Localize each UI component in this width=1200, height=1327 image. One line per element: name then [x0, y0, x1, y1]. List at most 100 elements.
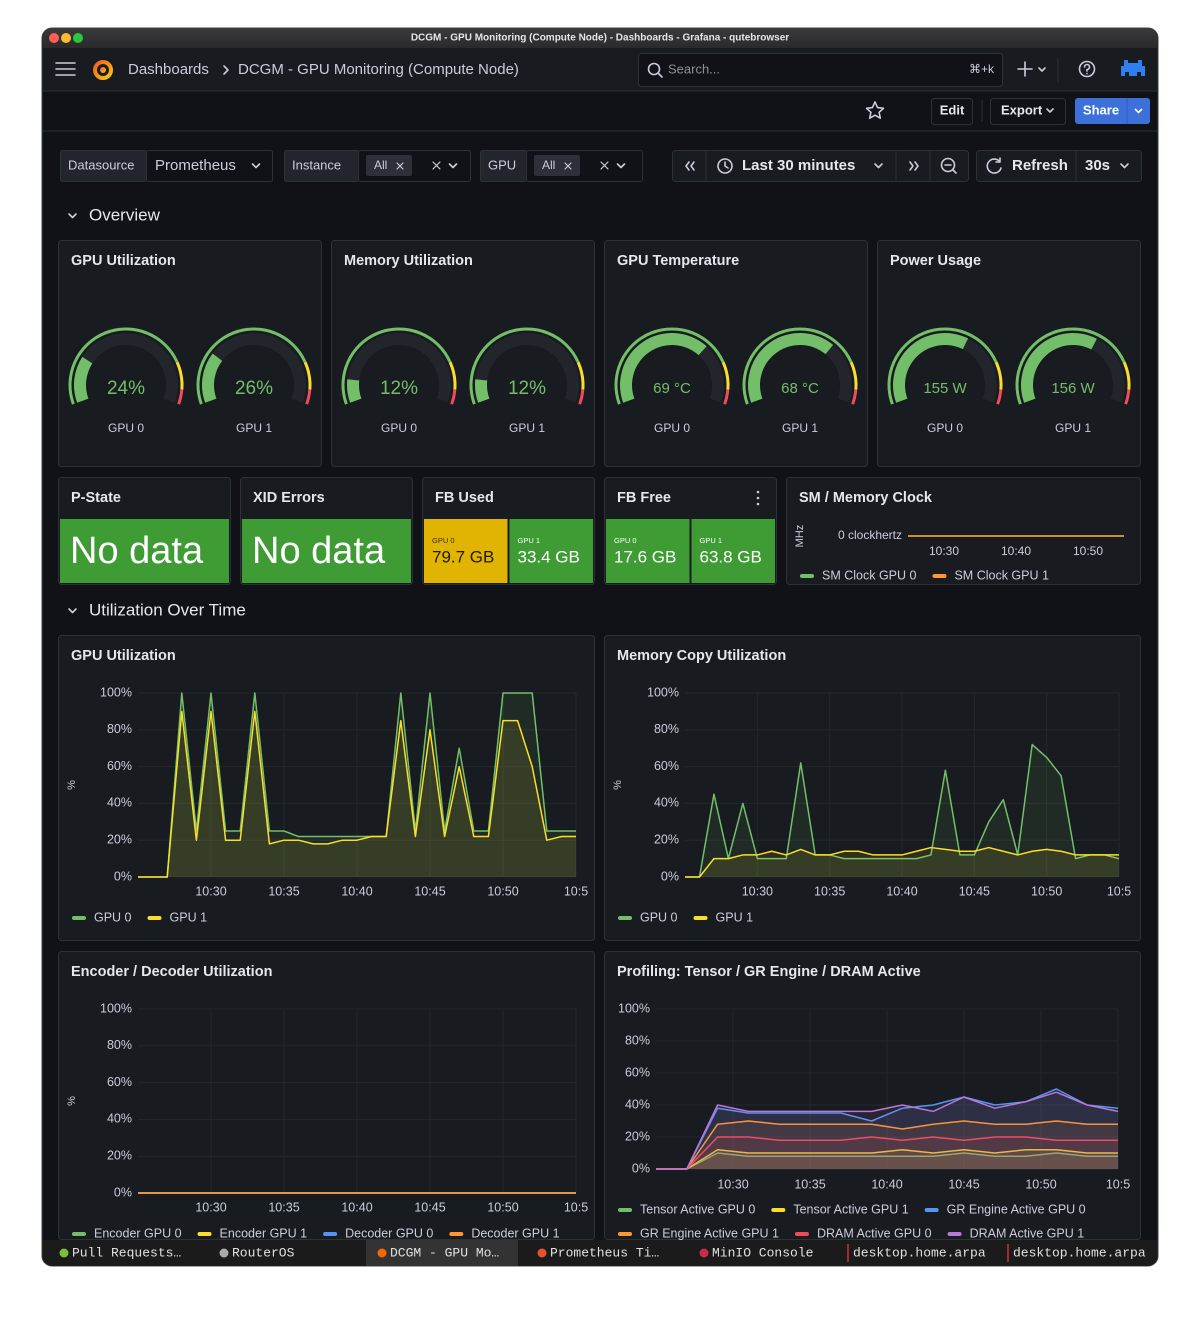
- x-tick-label: 10:40: [341, 1200, 372, 1214]
- refresh-icon: [986, 157, 1002, 174]
- time-range[interactable]: Last 30 minutes: [742, 157, 855, 174]
- gauge-threshold: [576, 361, 585, 390]
- tab-title[interactable]: desktop.home.arpa: [1013, 1245, 1146, 1260]
- tab-title[interactable]: Pull Requests…: [72, 1245, 181, 1260]
- add-icon[interactable]: [1017, 61, 1033, 77]
- minimize-button[interactable]: [61, 33, 71, 43]
- series-line: [656, 1091, 1119, 1170]
- row-title[interactable]: Overview: [89, 205, 161, 224]
- variable-value: All: [542, 158, 555, 172]
- series-line: [656, 1088, 1119, 1170]
- series-area: [656, 1149, 1118, 1169]
- export-button-label[interactable]: Export: [1001, 102, 1043, 117]
- search-placeholder: Search...: [668, 61, 720, 76]
- y-tick-label: 0 clockhertz: [838, 528, 902, 542]
- variable-select[interactable]: [146, 150, 273, 182]
- y-tick-label: 0%: [661, 869, 679, 883]
- chevron[interactable]: [1134, 108, 1143, 114]
- series-area: [685, 847, 1119, 877]
- stat-label: GPU 0: [432, 536, 455, 545]
- series-line: [656, 1136, 1118, 1170]
- gauge-value: 156 W: [1051, 380, 1095, 397]
- x-tick-label: 10:35: [268, 1200, 299, 1214]
- legend-swatch: [794, 1232, 809, 1236]
- search-box[interactable]: [638, 53, 1003, 87]
- panel-background: [331, 240, 595, 467]
- series-area: [656, 1092, 1118, 1169]
- legend-label: DRAM Active GPU 0: [817, 1226, 932, 1240]
- export-button[interactable]: [990, 98, 1066, 125]
- row-title[interactable]: Utilization Over Time: [89, 600, 246, 619]
- panel: Profiling: Tensor / GR Engine / DRAM Act…: [604, 951, 1141, 1240]
- row-collapse-icon[interactable]: [68, 608, 77, 614]
- user-avatar[interactable]: [1121, 60, 1145, 76]
- panel-menu-icon[interactable]: [756, 496, 760, 500]
- clock-icon: [724, 161, 729, 169]
- y-tick-label: 100%: [618, 1001, 650, 1015]
- panel-background: [877, 240, 1141, 467]
- time-picker[interactable]: [672, 150, 969, 182]
- stat-block: [691, 519, 775, 583]
- clear-icon: [432, 161, 441, 170]
- zoom-out-icon[interactable]: [940, 157, 956, 173]
- panel-title: GPU Utilization: [71, 253, 176, 269]
- gauge-fill: [74, 356, 93, 403]
- tab-title[interactable]: DCGM - GPU Mo…: [390, 1245, 499, 1260]
- panel: XID Errors No data: [240, 477, 413, 585]
- grafana-logo[interactable]: [93, 60, 113, 80]
- panel: GPU Temperature 69 °C GPU 0 68 °C GPU 1: [604, 240, 868, 467]
- x-tick-label: 10:50: [1031, 884, 1062, 898]
- y-axis-label: %: [612, 780, 624, 790]
- y-tick-label: 40%: [107, 1112, 132, 1126]
- refresh-button-label[interactable]: Refresh: [1012, 157, 1068, 174]
- panel-background: [604, 635, 1141, 941]
- panel-menu-icon[interactable]: [756, 502, 760, 506]
- row-collapse-icon[interactable]: [68, 213, 77, 219]
- gauge-threshold: [303, 361, 312, 390]
- gauge-threshold: [448, 361, 457, 390]
- refresh-interval[interactable]: 30s: [1085, 157, 1110, 174]
- gauge-fill: [1021, 333, 1097, 403]
- panel-background: [58, 635, 595, 941]
- tab-title[interactable]: desktop.home.arpa: [853, 1245, 986, 1260]
- edit-button-label[interactable]: Edit: [940, 102, 965, 117]
- shift-forward-icon[interactable]: [909, 161, 919, 171]
- variable-label: GPU: [488, 157, 516, 172]
- gauge-track: [347, 333, 451, 403]
- x-tick-label: 10:5: [564, 884, 588, 898]
- chevron: [1120, 163, 1129, 169]
- tab-title[interactable]: MinIO Console: [712, 1245, 813, 1260]
- edit-button[interactable]: [931, 98, 973, 125]
- panel-menu-icon[interactable]: [756, 490, 760, 494]
- refresh-picker[interactable]: [976, 150, 1142, 182]
- panel-title: Profiling: Tensor / GR Engine / DRAM Act…: [617, 964, 921, 980]
- zoom-button[interactable]: [73, 33, 83, 43]
- gauge-threshold: [1124, 389, 1131, 405]
- gauge-value: 69 °C: [653, 380, 691, 397]
- chip-remove-icon: [564, 162, 572, 170]
- y-tick-label: 100%: [647, 685, 679, 699]
- grafana-logo-core: [100, 67, 106, 73]
- series-area: [656, 1137, 1118, 1169]
- shift-back-icon[interactable]: [685, 161, 695, 171]
- breadcrumb[interactable]: Dashboards: [128, 61, 209, 78]
- x-tick-label: 10:40: [341, 884, 372, 898]
- gauge-track: [202, 333, 306, 403]
- y-tick-label: 100%: [100, 1001, 132, 1015]
- series-area: [656, 1089, 1118, 1169]
- share-button[interactable]: [1075, 98, 1150, 124]
- share-button-label[interactable]: Share: [1083, 102, 1119, 117]
- x-tick-label: 10:30: [717, 1177, 748, 1191]
- legend-swatch: [932, 574, 947, 578]
- legend-label: GPU 1: [716, 910, 754, 924]
- variable-chip: [366, 155, 412, 176]
- close-button[interactable]: [49, 33, 59, 43]
- chevron: [1038, 67, 1046, 72]
- star-icon[interactable]: [865, 101, 885, 119]
- help-icon[interactable]: [1078, 60, 1096, 78]
- tab-title[interactable]: Prometheus Ti…: [550, 1245, 659, 1260]
- menu-icon[interactable]: [55, 62, 76, 76]
- gauge-fill: [748, 333, 834, 403]
- y-tick-label: 0%: [114, 869, 132, 883]
- tab-title[interactable]: RouterOS: [232, 1245, 295, 1260]
